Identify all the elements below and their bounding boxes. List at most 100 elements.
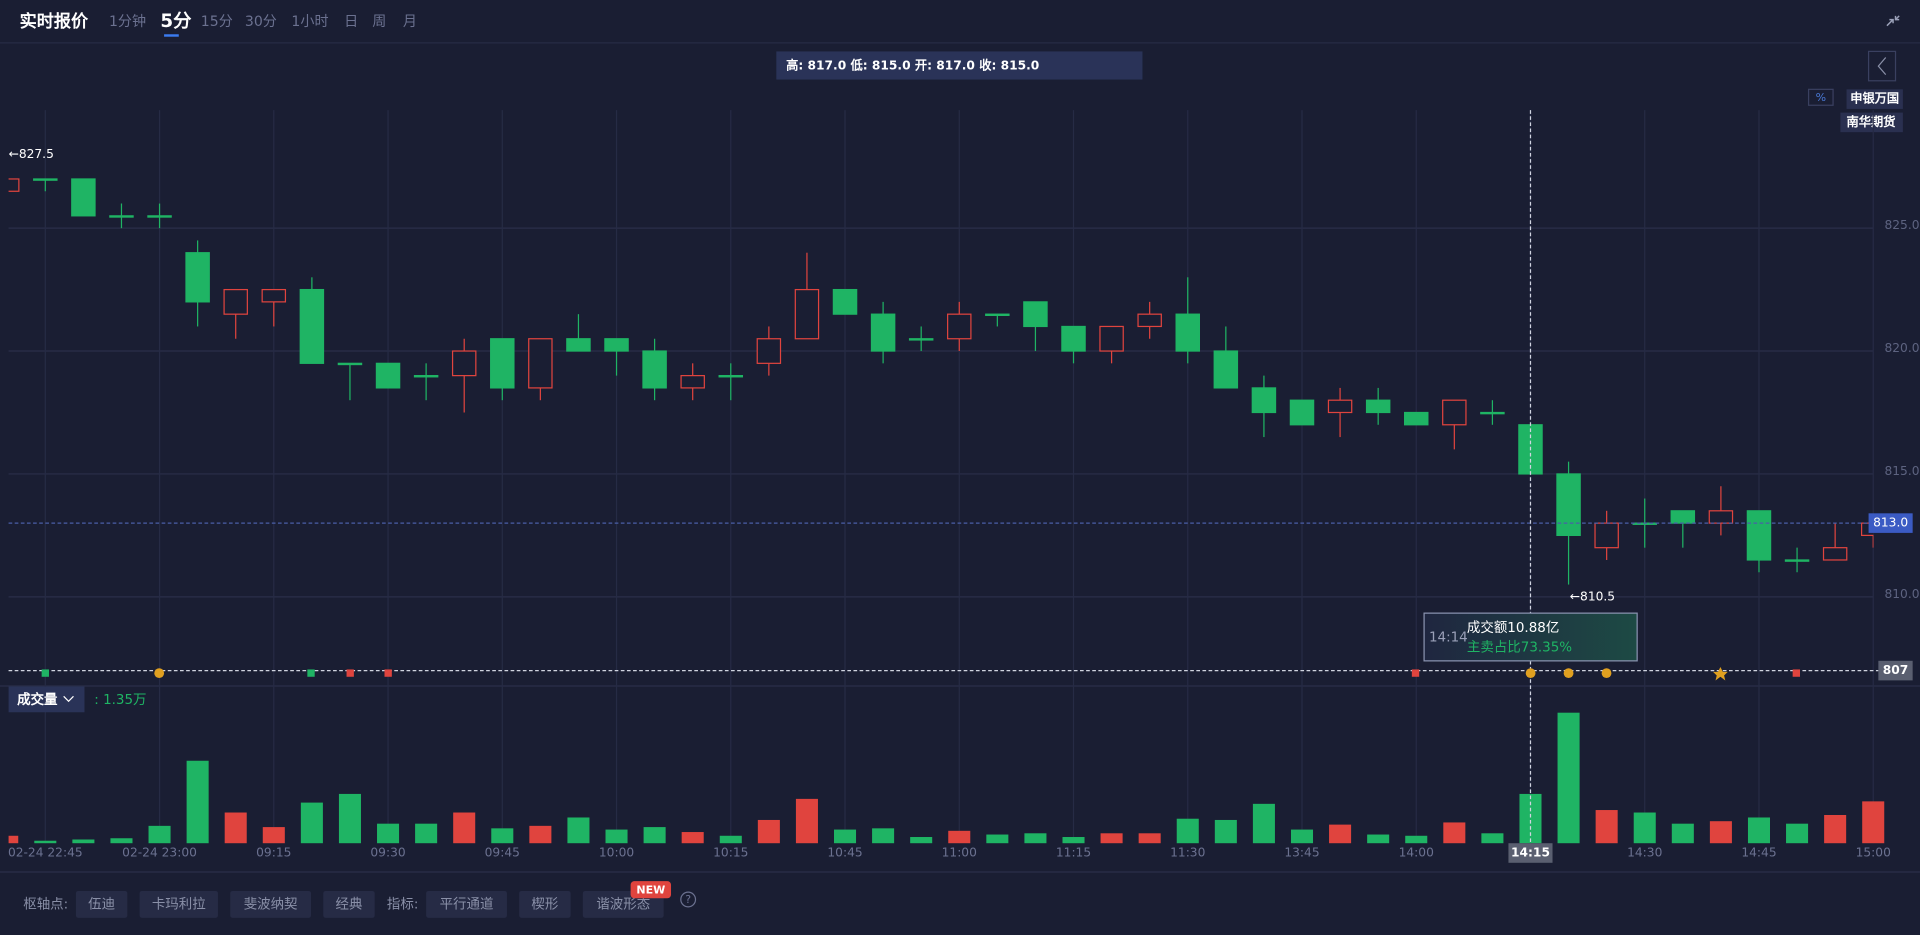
extreme-label: ←810.5 [1570,589,1615,603]
button-label: 楔形 [531,896,558,912]
interval-tab[interactable]: 1分钟 [109,13,146,30]
candle-body [33,178,58,181]
help-text: ? [685,893,691,906]
candle-body [1365,399,1391,414]
volume-bar [1405,835,1428,844]
toolbar-button[interactable]: 经典 [323,890,375,918]
volume-bar [415,823,438,844]
volume-bar [1290,829,1314,844]
tooltip-time: 14:14 [1429,631,1468,646]
candle-body [1251,387,1277,414]
toolbar: 伍迪 卡玛利拉 斐波纳契 经典 平行通道 楔形 谐波形态 [75,890,664,918]
price-plot [8,178,1874,585]
candle-body [299,288,325,364]
volume-bar [1024,833,1047,844]
candle-body [528,338,553,389]
volume-bar [1062,837,1085,844]
interval-tab[interactable]: 月 [403,14,417,30]
candle-body [870,313,896,352]
volume-bar [1481,833,1504,844]
volume-bar [1747,817,1770,844]
x-tick-label: 02-24 22:45 [8,846,83,860]
y-tick-label: 820.0 [1884,341,1919,355]
percent-toggle[interactable]: % [1807,88,1834,106]
event-marker [307,669,315,677]
volume-bar [1214,819,1237,844]
x-tick-label: 11:30 [1170,846,1205,860]
button-label: 谐波形态 [596,896,650,912]
volume-selector-box [8,686,85,713]
event-marker [1411,669,1420,677]
toolbar-button[interactable]: 平行通道 [426,890,507,918]
interval-tab[interactable]: 15分 [201,14,233,30]
candle-body [1061,325,1086,352]
volume-bar [338,793,361,844]
x-tick-label: 09:45 [485,846,520,860]
candle-body [718,375,744,378]
button-label: 斐波纳契 [244,896,298,912]
volume-bar [795,798,818,844]
volume-bar [453,812,476,844]
volume-bar [757,819,780,844]
extreme-label: ←827.5 [9,147,54,161]
button-box [323,890,375,918]
volume-bar [1176,818,1199,844]
collapse-icon[interactable] [1886,15,1900,27]
y-tick-label: 810.0 [1884,587,1919,601]
help-circle [680,891,697,908]
x-tick-label: 15:00 [1856,846,1891,860]
candle-body [71,178,96,217]
button-box [75,890,128,918]
volume-bar [1671,823,1694,844]
page-title: 实时报价 [20,11,89,32]
interval-tab[interactable]: 1小时 [291,14,328,30]
interval-tab[interactable]: 30分 [245,14,277,30]
interval-tab[interactable]: 日 [344,14,358,30]
new-badge [630,881,672,899]
interval-tab[interactable]: 5分 [160,11,192,32]
candle-body [1289,399,1315,426]
x-tick-label: 09:15 [256,846,291,860]
candle-body [1137,313,1162,328]
toolbar-button[interactable]: 伍迪 [75,890,128,918]
volume-bar [1519,793,1542,844]
volume-selector[interactable]: 成交量 [8,686,85,713]
volume-bar [491,828,514,844]
toolbar-button[interactable]: 斐波纳契 [230,890,312,918]
toolbar-button[interactable]: 卡玛利拉 [139,890,218,918]
candle-body [1023,301,1048,328]
crosshair-price-label: 807 [1883,663,1909,677]
volume-bar [605,829,628,844]
volume-bar [681,832,704,844]
volume-name: 成交量 [17,691,58,708]
interval-tab[interactable]: 周 [372,14,386,30]
candle-body [451,350,477,377]
back-button[interactable] [1867,50,1897,82]
volume-bar [1367,834,1390,844]
x-tick-label: 14:00 [1399,846,1434,860]
candle-body [566,338,591,352]
volume-bar [8,835,19,844]
help-button[interactable]: ? [680,891,697,908]
volume-bar [1786,823,1809,844]
volume-bar [1862,801,1885,844]
volume-bar [1824,815,1847,844]
toolbar-button[interactable]: 楔形 [519,890,571,918]
candle-body [756,338,782,364]
candle-body [1442,399,1467,426]
candle-body [185,252,210,303]
candle-body [794,288,820,340]
candle-body [908,338,934,341]
candle-body [8,178,20,192]
x-tick-label: 11:00 [942,846,977,860]
volume-bar [186,760,209,844]
volume-plot [8,712,1885,844]
chevron [63,695,74,703]
candle-body [375,362,401,389]
button-box [230,890,312,918]
crosshair-time-box [1508,843,1553,863]
button-box [139,890,218,918]
broker-label: 申银万国 [1850,91,1899,106]
volume-bar [224,812,247,844]
